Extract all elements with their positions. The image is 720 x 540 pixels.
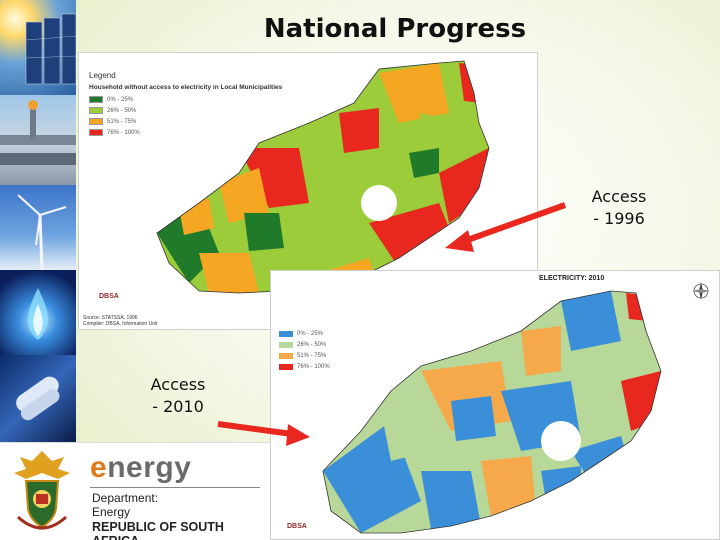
photo-strip bbox=[0, 0, 76, 442]
map-1996-legend-subtitle: Household without access to electricity … bbox=[89, 84, 283, 91]
legend-2010-item-51-75: 51% - 75% bbox=[279, 353, 326, 359]
coat-of-arms-icon bbox=[14, 451, 70, 530]
pipeline-photo bbox=[0, 95, 76, 185]
gas-flame-photo bbox=[0, 270, 76, 355]
legend-item-0-25: 0% - 25% bbox=[89, 96, 133, 103]
solar-panel-photo bbox=[0, 0, 76, 95]
legend-item-76-100: 76% - 100% bbox=[89, 129, 140, 136]
access-2010-label: Access - 2010 bbox=[150, 375, 206, 416]
slide-title: National Progress bbox=[263, 14, 527, 44]
map-2010-title: ELECTRICITY: 2010 bbox=[539, 275, 605, 282]
legend-2010-item-76-100: 76% - 100% bbox=[279, 364, 330, 370]
map-2010-svg bbox=[322, 290, 662, 534]
energy-wordmark: energy bbox=[90, 451, 192, 484]
map-2010-panel: ELECTRICITY: 2010 0% - 25% 26% - 50% 51%… bbox=[270, 270, 720, 540]
access-1996-label: Access - 1996 bbox=[591, 187, 647, 228]
department-label: Department: bbox=[92, 491, 159, 505]
map-1996-source: Source: STATSSA, 1996 Compiler: DBSA, In… bbox=[83, 315, 158, 327]
wind-turbine-photo bbox=[0, 185, 76, 270]
dbsa-logo-1996: DBSA bbox=[99, 293, 119, 300]
country-name: REPUBLIC OF SOUTH AFRICA bbox=[92, 520, 224, 540]
legend-item-51-75: 51% - 75% bbox=[89, 118, 136, 125]
dbsa-logo-2010: DBSA bbox=[287, 523, 307, 530]
compass-icon bbox=[692, 282, 710, 300]
department-logo-block: energy Department: Energy REPUBLIC OF SO… bbox=[0, 442, 270, 540]
map-1996-legend-title: Legend bbox=[89, 71, 116, 80]
wordmark-divider bbox=[90, 487, 260, 488]
map-1996-svg bbox=[156, 60, 490, 294]
department-name: Energy bbox=[92, 505, 131, 519]
legend-2010-item-0-25: 0% - 25% bbox=[279, 331, 323, 337]
legend-2010-item-26-50: 26% - 50% bbox=[279, 342, 326, 348]
cfl-bulb-photo bbox=[0, 355, 76, 442]
legend-item-26-50: 26% - 50% bbox=[89, 107, 136, 114]
